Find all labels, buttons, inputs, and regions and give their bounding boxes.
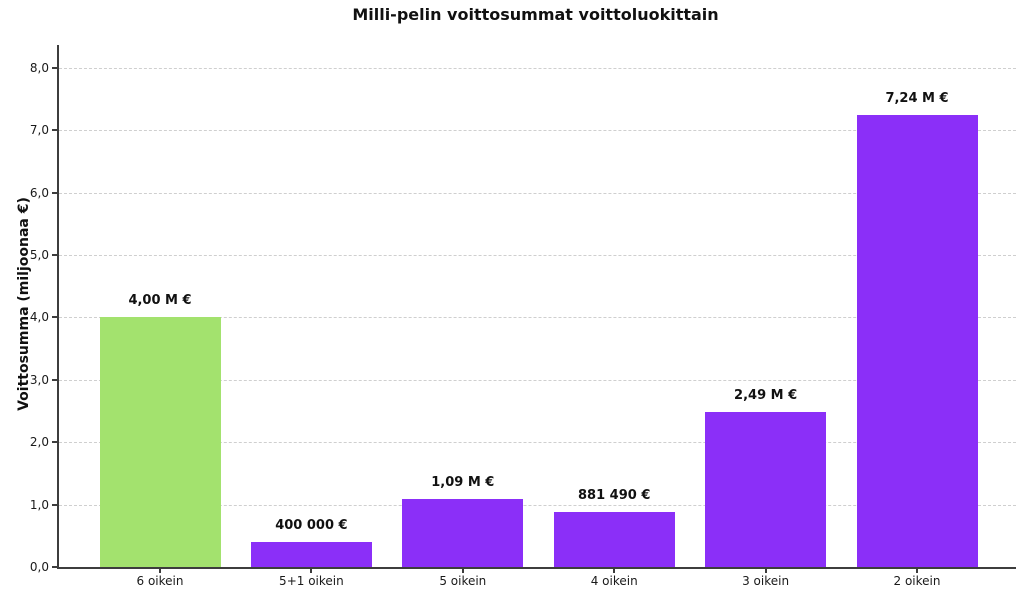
bar-value-label: 2,49 M € <box>734 387 798 403</box>
x-tick-mark <box>916 568 918 573</box>
y-tick-mark <box>52 254 57 256</box>
gridline <box>59 67 1016 69</box>
x-tick-label: 5 oikein <box>439 574 487 588</box>
gridline <box>59 192 1016 194</box>
y-tick-mark <box>52 566 57 568</box>
bar-value-label: 4,00 M € <box>128 293 192 309</box>
bar-value-label: 881 490 € <box>578 488 651 503</box>
x-tick-label: 4 oikein <box>590 574 638 588</box>
y-tick-mark <box>52 129 57 132</box>
x-tick-mark <box>159 568 161 573</box>
y-tick-label: 2,0 <box>29 435 49 450</box>
y-tick-mark <box>52 503 57 506</box>
x-tick-label: 6 oikein <box>136 574 184 588</box>
gridline <box>59 504 1016 506</box>
bar-3-oikein <box>705 411 827 567</box>
y-tick-label: 1,0 <box>29 497 49 512</box>
x-tick-label: 5+1 oikein <box>279 574 344 588</box>
gridline <box>59 379 1016 381</box>
y-tick-label: 3,0 <box>29 372 49 387</box>
chart-title: Milli-pelin voittosummat voittoluokittai… <box>352 5 719 24</box>
x-tick-mark <box>310 568 313 573</box>
y-axis-label: Voittosumma (miljoonaa €) <box>16 197 32 411</box>
y-tick-label: 6,0 <box>29 185 49 200</box>
y-tick-mark <box>52 316 57 319</box>
bar-value-label: 1,09 M € <box>431 474 495 490</box>
gridline <box>59 317 1016 319</box>
y-tick-label: 0,0 <box>29 560 49 574</box>
y-tick-mark <box>52 441 57 444</box>
bar-6-oikein <box>99 317 221 567</box>
gridline <box>59 130 1016 132</box>
y-tick-label: 5,0 <box>29 248 49 262</box>
x-tick-mark <box>764 568 767 573</box>
y-tick-mark <box>52 66 57 69</box>
gridline <box>59 255 1016 256</box>
bar-value-label: 7,24 M € <box>885 91 949 107</box>
y-tick-label: 8,0 <box>29 60 49 75</box>
x-tick-mark <box>613 568 616 573</box>
gridline <box>59 442 1016 444</box>
bar-5-oikein <box>402 498 524 567</box>
bar-5+1-oikein <box>250 542 372 567</box>
y-tick-label: 4,0 <box>29 310 49 325</box>
y-tick-mark <box>52 191 57 194</box>
x-tick-mark <box>461 568 464 573</box>
bar-2-oikein <box>856 115 978 567</box>
plot-area: 0,0 1,0 2,0 3,0 4,0 5,0 6,0 7,0 8,0 4,00 M € 400 … <box>30 45 1016 588</box>
x-tick-label: 2 oikein <box>893 574 941 588</box>
x-tick-label: 3 oikein <box>742 574 790 588</box>
bar-4-oikein <box>553 512 675 567</box>
y-tick-mark <box>52 378 57 381</box>
bar-value-label: 400 000 € <box>275 518 348 534</box>
y-tick-label: 7,0 <box>29 123 49 138</box>
